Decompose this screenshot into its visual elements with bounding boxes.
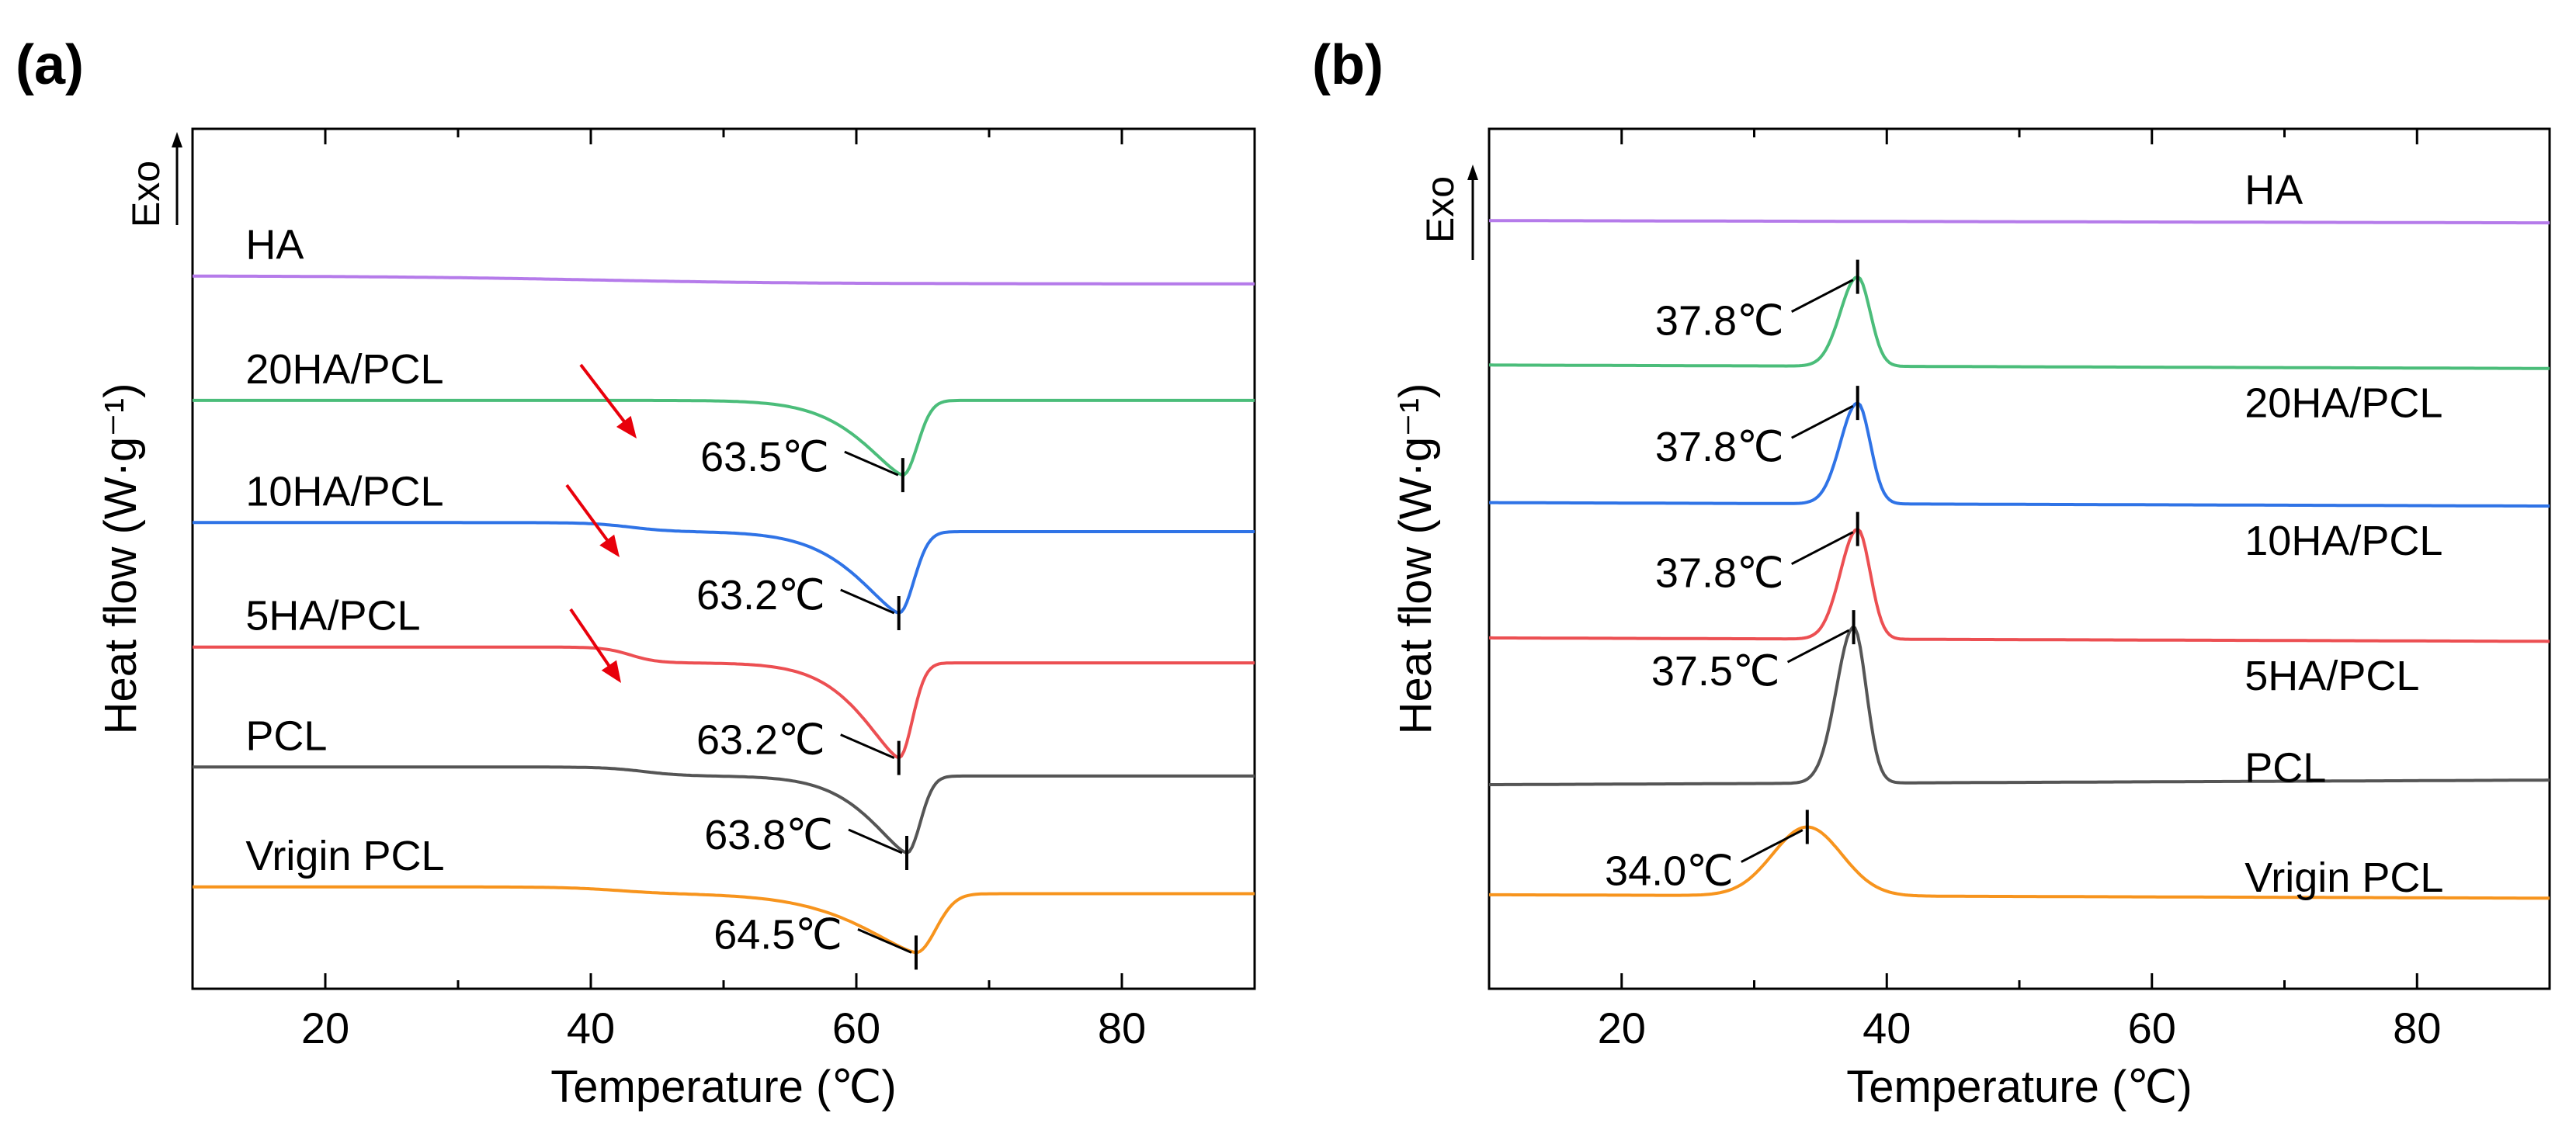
exo-arrow-head (172, 132, 182, 147)
series-label-ha: HA (245, 222, 304, 269)
series-line-vrigin-pcl (193, 885, 1255, 955)
series-label-10ha-pcl: 10HA/PCL (2244, 518, 2442, 564)
red-arrow (565, 484, 613, 548)
series-line-vrigin-pcl (1489, 825, 2550, 900)
peak-arrow (1790, 531, 1854, 565)
x-tick-label: 60 (2128, 1004, 2176, 1052)
panel-label: (a) (16, 34, 84, 96)
series-line-5ha-pcl (1489, 527, 2550, 643)
x-tick-label: 80 (1098, 1004, 1146, 1052)
series-line-ha (193, 274, 1255, 286)
peak-arrow (844, 450, 899, 477)
series-line-ha (1489, 219, 2550, 225)
series-line-20ha-pcl (1489, 275, 2550, 370)
x-axis-label: Temperature (℃) (550, 1062, 896, 1112)
peak-arrow (1790, 279, 1854, 313)
series-label-5ha-pcl: 5HA/PCL (2244, 653, 2419, 699)
peak-label: 37.8℃ (1655, 424, 1784, 470)
peak-arrow (840, 588, 895, 615)
x-axis-label: Temperature (℃) (1846, 1062, 2192, 1112)
series-line-5ha-pcl (193, 645, 1255, 760)
series-label-ha: HA (2244, 167, 2303, 213)
panel-b: 20 40 60 80 Temperature (℃) Heat flow (W·g⁻¹)… (1312, 34, 2551, 1112)
series-line-20ha-pcl (193, 398, 1255, 477)
red-arrow-head (599, 534, 620, 557)
peak-label: 37.5℃ (1651, 648, 1780, 695)
series-line-10ha-pcl (1489, 400, 2550, 508)
peak-arrow (840, 733, 895, 759)
peak-label: 63.2℃ (696, 572, 825, 619)
x-tick-label: 40 (1863, 1004, 1911, 1052)
exo-label: Exo (1418, 176, 1462, 243)
peak-arrow (1790, 404, 1854, 439)
red-arrow-head (601, 660, 621, 683)
series-label-20ha-pcl: 20HA/PCL (2244, 380, 2442, 427)
x-tick-label: 40 (567, 1004, 615, 1052)
peak-label: 63.2℃ (696, 717, 825, 764)
x-tick-label: 20 (1598, 1004, 1646, 1052)
red-arrow (569, 608, 615, 674)
y-axis-label: Heat flow (W·g⁻¹) (95, 383, 146, 735)
series-label-20ha-pcl: 20HA/PCL (245, 346, 443, 393)
panel-a: 20 40 60 80 Temperature (℃) Heat flow (W·g⁻¹)… (16, 34, 1256, 1112)
peak-label: 63.5℃ (700, 434, 829, 480)
series-line-10ha-pcl (193, 521, 1255, 615)
series-label-vrigin-pcl: Vrigin PCL (245, 833, 444, 879)
panel-label: (b) (1312, 34, 1383, 96)
series-line-pcl (193, 765, 1255, 855)
peak-arrow (1741, 829, 1804, 863)
series-label-5ha-pcl: 5HA/PCL (245, 593, 420, 640)
peak-label: 64.5℃ (713, 911, 842, 958)
x-tick-label: 60 (832, 1004, 880, 1052)
x-tick-label: 20 (301, 1004, 349, 1052)
series-label-pcl: PCL (245, 712, 327, 759)
x-tick-label: 80 (2393, 1004, 2441, 1052)
peak-arrow (857, 927, 912, 954)
series-label-10ha-pcl: 10HA/PCL (245, 468, 443, 515)
peak-label: 34.0℃ (1605, 848, 1734, 895)
exo-label: Exo (124, 161, 168, 227)
peak-label: 63.8℃ (704, 812, 833, 858)
series-label-vrigin-pcl: Vrigin PCL (2244, 854, 2443, 901)
red-arrow-head (616, 415, 637, 439)
exo-arrow-head (1467, 165, 1478, 180)
red-arrow (579, 363, 630, 429)
series-label-pcl: PCL (2244, 744, 2326, 791)
y-axis-label: Heat flow (W·g⁻¹) (1390, 383, 1441, 735)
peak-arrow (1786, 629, 1850, 664)
series-line-pcl (1489, 626, 2550, 786)
peak-arrow (848, 828, 903, 854)
peak-label: 37.8℃ (1655, 550, 1784, 597)
peak-label: 37.8℃ (1655, 298, 1784, 345)
